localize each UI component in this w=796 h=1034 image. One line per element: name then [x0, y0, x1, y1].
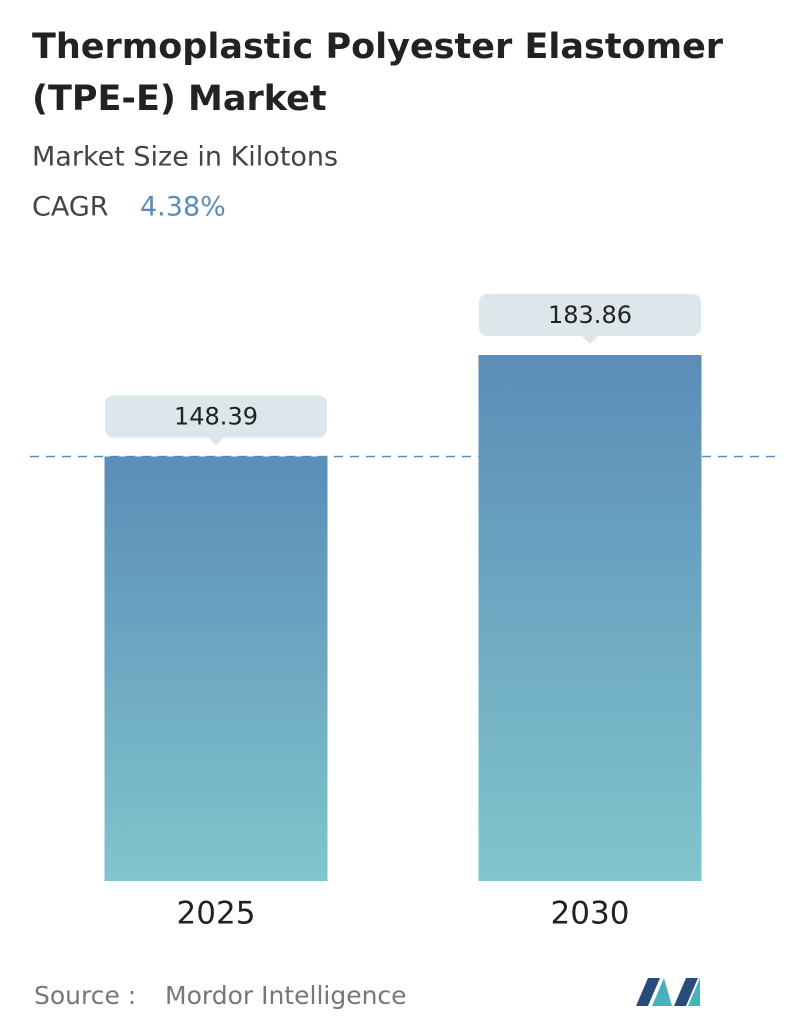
cagr-value: 4.38% — [140, 192, 226, 223]
value-label: 148.39 — [174, 402, 258, 430]
value-label-pointer — [582, 336, 598, 344]
value-label: 183.86 — [548, 301, 632, 329]
value-label-pointer — [208, 437, 224, 446]
logo — [636, 978, 700, 1006]
chart-title: (TPE-E) Market — [32, 79, 327, 119]
x-tick-label: 2030 — [551, 896, 630, 932]
source-label: Source : — [34, 981, 136, 1010]
bar — [104, 456, 328, 881]
x-tick-label: 2025 — [177, 896, 256, 932]
cagr-label: CAGR — [32, 192, 109, 223]
chart-title: Thermoplastic Polyester Elastomer — [32, 27, 724, 67]
bar — [478, 355, 702, 881]
value-label-box — [105, 395, 327, 438]
source-text: Mordor Intelligence — [165, 981, 407, 1010]
chart-subtitle: Market Size in Kilotons — [32, 142, 338, 173]
value-label-box — [479, 294, 701, 336]
